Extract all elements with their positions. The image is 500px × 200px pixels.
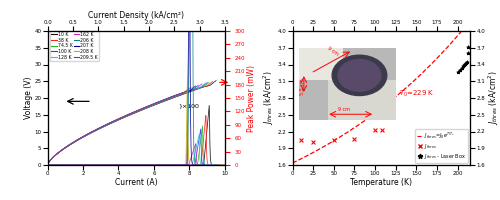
Point bbox=[454, 70, 462, 73]
X-axis label: Current Density (kA/cm²): Current Density (kA/cm²) bbox=[88, 11, 184, 20]
Point bbox=[309, 140, 317, 143]
X-axis label: Temperature (K): Temperature (K) bbox=[350, 178, 412, 187]
Point bbox=[461, 62, 469, 66]
Point bbox=[462, 62, 470, 65]
Text: 9 cm: 9 cm bbox=[326, 46, 339, 57]
Point bbox=[462, 61, 470, 64]
Y-axis label: $J_{thres}$ (kA/cm$^2$): $J_{thres}$ (kA/cm$^2$) bbox=[262, 71, 276, 125]
Legend: 10 K, 38 K, 74.5 K, 100 K, 128 K, 162 K, 206 K, 207 K, 208 K, 209.5 K: 10 K, 38 K, 74.5 K, 100 K, 128 K, 162 K,… bbox=[50, 31, 99, 61]
Point bbox=[350, 137, 358, 140]
Text: $T_0$=229 K: $T_0$=229 K bbox=[399, 88, 434, 99]
FancyBboxPatch shape bbox=[299, 48, 343, 80]
Point bbox=[378, 129, 386, 132]
Y-axis label: Voltage (V): Voltage (V) bbox=[24, 77, 33, 119]
Point bbox=[371, 129, 379, 132]
Circle shape bbox=[332, 55, 387, 96]
Text: 5.5 cm: 5.5 cm bbox=[300, 78, 305, 95]
Point bbox=[297, 139, 305, 142]
Point bbox=[460, 63, 468, 67]
Point bbox=[458, 66, 466, 69]
Point bbox=[464, 52, 471, 55]
Circle shape bbox=[338, 60, 381, 91]
Y-axis label: $J_{thres}$ (kA/cm$^2$): $J_{thres}$ (kA/cm$^2$) bbox=[486, 71, 500, 125]
Text: }×100: }×100 bbox=[178, 104, 199, 109]
Point bbox=[460, 65, 468, 68]
Y-axis label: Peak Power (mW): Peak Power (mW) bbox=[246, 64, 256, 132]
Legend: $J_{thres}$=$J_0e^{T/T_0}$, $J_{thres}$, $J_{thres}$ - Laser Box: $J_{thres}$=$J_0e^{T/T_0}$, $J_{thres}$,… bbox=[416, 129, 468, 163]
X-axis label: Current (A): Current (A) bbox=[115, 178, 158, 187]
Text: 9 cm: 9 cm bbox=[338, 107, 350, 112]
Point bbox=[456, 68, 464, 72]
Point bbox=[330, 139, 338, 142]
Point bbox=[464, 45, 472, 48]
FancyBboxPatch shape bbox=[328, 80, 396, 120]
